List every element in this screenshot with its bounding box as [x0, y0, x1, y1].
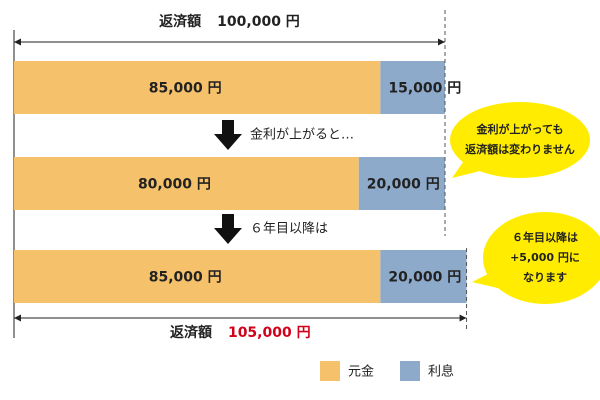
- total-value: 105,000 円: [228, 325, 311, 341]
- callout-bubble: [450, 102, 590, 178]
- down-arrow: [214, 214, 242, 244]
- callout-text: ６年目以降は: [512, 230, 578, 244]
- interest-bar: [358, 157, 445, 210]
- legend-swatch: [400, 361, 420, 381]
- principal-bar: [14, 157, 359, 210]
- callout-bubble: [483, 212, 600, 304]
- interest-bar: [380, 61, 445, 114]
- total-text: 返済額 100,000 円: [159, 13, 300, 30]
- principal-label: 85,000 円: [149, 270, 222, 286]
- total-label: 返済額: [159, 13, 201, 30]
- callout-text: 返済額は変わりません: [465, 142, 575, 156]
- step-text: 金利が上がると…: [250, 127, 354, 143]
- interest-label: 15,000 円: [388, 81, 461, 97]
- legend-label: 利息: [428, 364, 454, 380]
- step-text: ６年目以降は: [250, 222, 328, 237]
- interest-bar: [380, 250, 467, 303]
- interest-label: 20,000 円: [388, 270, 461, 286]
- principal-label: 80,000 円: [138, 177, 211, 193]
- interest-label: 20,000 円: [367, 177, 440, 193]
- principal-bar: [14, 61, 381, 114]
- total-label: 返済額: [170, 324, 212, 341]
- legend-label: 元金: [348, 364, 374, 380]
- principal-label: 85,000 円: [149, 81, 222, 97]
- callout-text: +5,000 円に: [510, 251, 580, 264]
- total-value: 100,000 円: [217, 14, 300, 30]
- legend-swatch: [320, 361, 340, 381]
- down-arrow: [214, 120, 242, 150]
- principal-bar: [14, 250, 381, 303]
- total-text: 返済額 105,000 円: [170, 324, 311, 341]
- callout-text: なります: [523, 271, 567, 284]
- callout-text: 金利が上がっても: [476, 122, 564, 136]
